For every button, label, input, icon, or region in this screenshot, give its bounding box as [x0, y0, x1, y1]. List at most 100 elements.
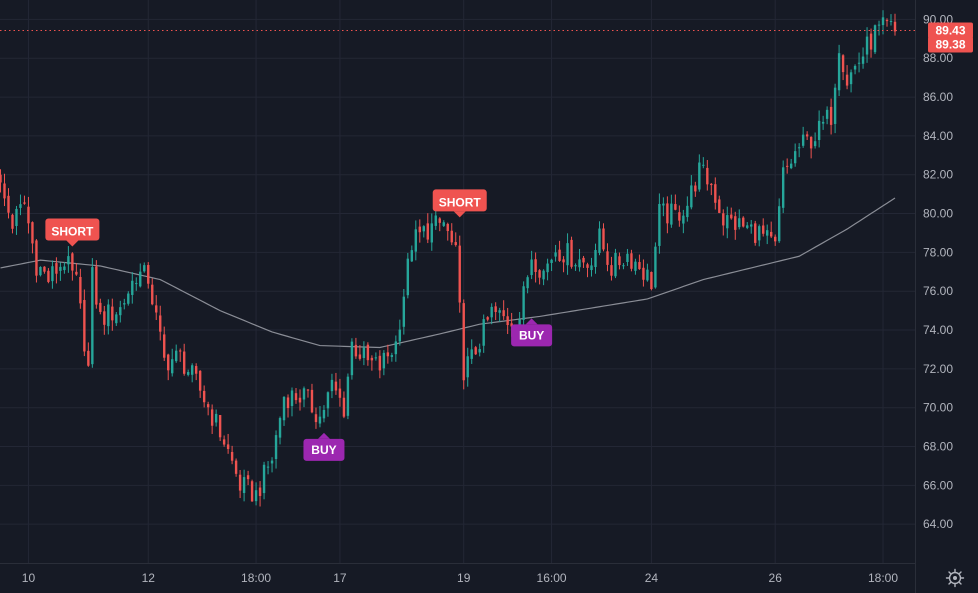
- candle-body: [366, 344, 370, 361]
- candle-body: [566, 243, 569, 266]
- candle: [670, 194, 673, 228]
- candle: [566, 233, 569, 275]
- candle: [326, 391, 330, 417]
- candle: [706, 160, 709, 191]
- candle: [266, 461, 270, 475]
- buy-signal[interactable]: BUY: [303, 432, 345, 461]
- candle: [7, 188, 10, 219]
- candle: [582, 255, 585, 268]
- candle-body: [714, 184, 717, 203]
- candle-body: [274, 435, 278, 459]
- candle-body: [698, 162, 701, 190]
- candle: [218, 414, 222, 442]
- candle: [686, 196, 689, 222]
- candle: [490, 303, 493, 325]
- candle: [606, 243, 609, 272]
- x-axis-tick-label: 24: [645, 571, 659, 585]
- candle-body: [266, 466, 270, 468]
- candle-body: [590, 265, 593, 271]
- candle-body: [650, 271, 653, 290]
- candle-body: [454, 242, 457, 246]
- candle-body: [63, 266, 66, 271]
- x-axis-tick-label: 10: [22, 571, 36, 585]
- candle: [474, 345, 477, 355]
- candle: [55, 257, 58, 284]
- candle-body: [578, 259, 581, 268]
- gear-ring: [948, 571, 962, 585]
- candle: [718, 195, 721, 214]
- candle-body: [314, 414, 318, 423]
- candle: [841, 54, 845, 81]
- candle-body: [502, 310, 505, 317]
- candle: [246, 470, 250, 486]
- candle: [538, 269, 541, 285]
- candle: [722, 209, 725, 236]
- candle: [278, 416, 282, 445]
- candle: [454, 232, 457, 247]
- candle: [774, 234, 777, 246]
- candle-body: [310, 389, 314, 413]
- candle: [825, 106, 829, 125]
- signal-box: [303, 438, 345, 461]
- candle-body: [482, 319, 485, 346]
- candle-body: [178, 350, 182, 352]
- candle-body: [378, 355, 382, 371]
- candle-body: [402, 296, 406, 327]
- candle-body: [582, 257, 585, 263]
- candle: [558, 240, 561, 262]
- candle-body: [710, 183, 713, 186]
- candle-body: [115, 314, 118, 324]
- candle-body: [510, 323, 513, 327]
- candle: [270, 457, 274, 473]
- candle: [478, 343, 481, 357]
- candle: [498, 307, 501, 322]
- buy-signal[interactable]: BUY: [511, 318, 553, 347]
- candle-body: [302, 388, 306, 400]
- y-axis-tick-label: 74.00: [923, 323, 953, 337]
- candle-body: [670, 203, 673, 225]
- candle-body: [734, 216, 737, 230]
- gear-tooth: [958, 581, 962, 585]
- candle-body: [155, 305, 158, 313]
- candle-body: [634, 261, 637, 271]
- candle-body: [893, 21, 897, 32]
- candle-body: [490, 306, 493, 318]
- candle: [734, 211, 737, 240]
- candle: [642, 259, 645, 287]
- candle: [0, 169, 2, 193]
- candle: [574, 263, 577, 271]
- candle: [230, 445, 234, 465]
- candle: [226, 433, 230, 454]
- gear-icon[interactable]: [945, 568, 965, 588]
- signal-pointer: [66, 240, 79, 247]
- candle: [159, 305, 162, 341]
- candle-body: [103, 311, 106, 325]
- candle-body: [562, 259, 565, 263]
- candle: [294, 388, 298, 404]
- candle: [817, 110, 821, 148]
- candle: [406, 252, 410, 299]
- candle: [362, 341, 366, 366]
- short-signal[interactable]: SHORT: [45, 218, 100, 247]
- candle: [398, 319, 402, 346]
- y-axis-tick-label: 84.00: [923, 129, 953, 143]
- candle-body: [418, 226, 421, 233]
- candle: [115, 312, 118, 326]
- candle: [346, 373, 350, 420]
- chart-settings-button[interactable]: [945, 568, 965, 588]
- candle: [354, 337, 358, 359]
- candle: [386, 344, 390, 364]
- candle-body: [394, 341, 398, 355]
- candle: [610, 256, 613, 281]
- candle: [338, 378, 342, 407]
- short-signal[interactable]: SHORT: [432, 189, 487, 218]
- candle-body: [722, 213, 725, 226]
- candle: [770, 221, 773, 239]
- candle-body: [770, 231, 773, 237]
- candle: [450, 223, 453, 246]
- candle-body: [326, 392, 330, 409]
- candle-body: [238, 474, 242, 491]
- candle: [638, 254, 641, 270]
- candle-body: [438, 218, 441, 223]
